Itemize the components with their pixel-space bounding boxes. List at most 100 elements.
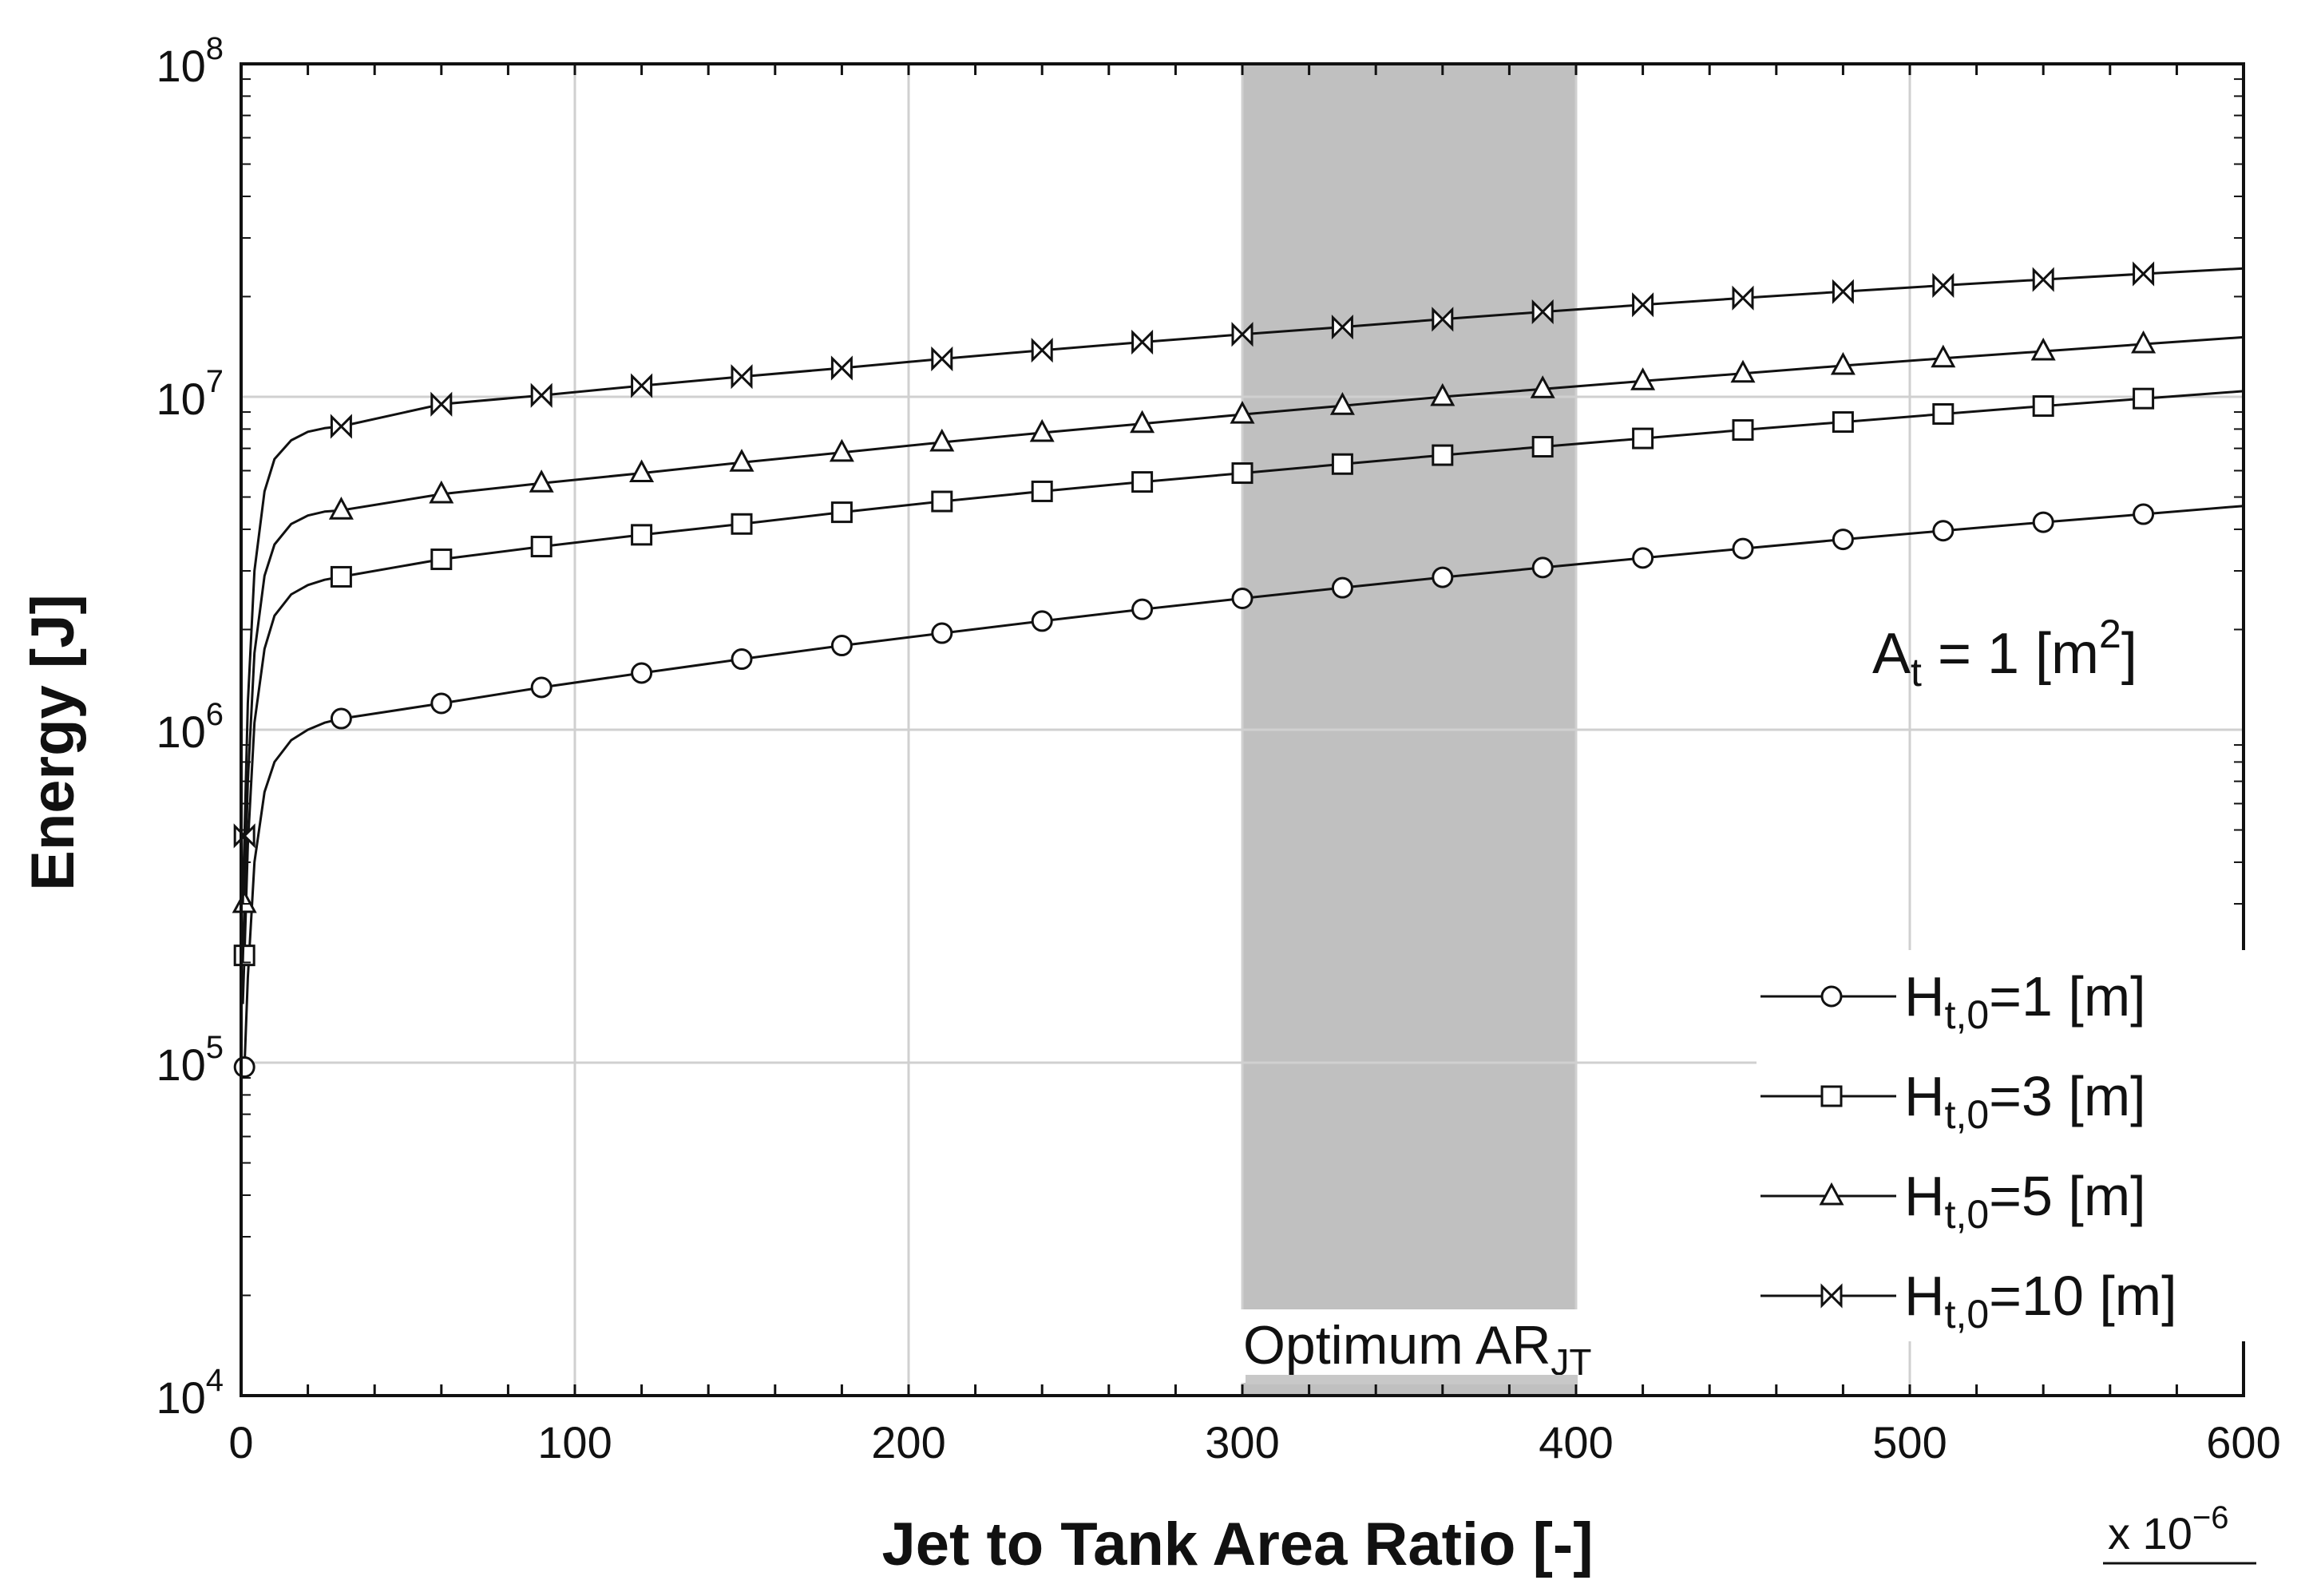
data-point bbox=[2133, 387, 2155, 410]
optimum-band-label-bg bbox=[1239, 1309, 1582, 1383]
data-point bbox=[1131, 598, 1154, 620]
data-point bbox=[931, 346, 953, 372]
x-tick-label: 500 bbox=[1872, 1417, 1947, 1467]
data-point bbox=[1029, 418, 1055, 442]
x-tick-label: 100 bbox=[537, 1417, 612, 1467]
data-point bbox=[631, 662, 653, 684]
data-point bbox=[1531, 556, 1554, 579]
legend-background bbox=[1757, 950, 2250, 1341]
data-point bbox=[429, 480, 454, 504]
data-point bbox=[1630, 367, 1656, 390]
y-axis-title: Energy [J] bbox=[19, 594, 87, 891]
data-point bbox=[1131, 471, 1154, 493]
y-tick-label: 108 bbox=[156, 31, 224, 91]
x-tick-label: 200 bbox=[871, 1417, 945, 1467]
data-point bbox=[1530, 375, 1555, 398]
data-point bbox=[232, 889, 257, 913]
legend-label: Ht,0=1 [m] bbox=[1904, 965, 2146, 1037]
data-point bbox=[629, 459, 655, 483]
legend-label: Ht,0=10 [m] bbox=[1904, 1265, 2177, 1337]
data-point bbox=[1832, 411, 1854, 434]
data-point bbox=[631, 373, 653, 398]
data-point bbox=[1231, 322, 1254, 347]
data-point bbox=[430, 549, 453, 571]
legend-marker bbox=[1820, 1283, 1843, 1309]
x-tick-label: 300 bbox=[1205, 1417, 1279, 1467]
data-point bbox=[1331, 453, 1353, 475]
data-point bbox=[1932, 520, 1955, 542]
x-axis-multiplier: x 10−6 bbox=[2108, 1500, 2228, 1558]
data-point bbox=[830, 635, 853, 657]
data-point bbox=[1632, 547, 1654, 569]
axes-layer: 0 100 200 300 400 500 600 104 105 106 107 108 bbox=[156, 31, 2280, 1467]
data-point bbox=[1832, 279, 1854, 304]
data-point bbox=[631, 524, 653, 546]
x-axis-title: Jet to Tank Area Ratio [-] bbox=[882, 1511, 1594, 1578]
data-point bbox=[1031, 610, 1053, 632]
x-tick-label: 0 bbox=[228, 1417, 253, 1467]
data-point bbox=[1230, 400, 1255, 424]
data-point bbox=[430, 692, 453, 715]
data-point bbox=[2032, 267, 2054, 292]
data-point bbox=[1231, 462, 1254, 485]
data-point bbox=[1432, 444, 1454, 466]
data-point bbox=[1632, 427, 1654, 449]
data-point bbox=[829, 438, 854, 462]
data-point bbox=[1432, 307, 1454, 332]
series-triangle bbox=[232, 330, 2244, 963]
data-point bbox=[731, 648, 753, 671]
legend-label: Ht,0=3 [m] bbox=[1904, 1065, 2146, 1137]
data-point bbox=[1331, 576, 1353, 599]
y-tick-label: 104 bbox=[156, 1363, 224, 1423]
data-point bbox=[1531, 299, 1554, 325]
data-point bbox=[1732, 285, 1754, 311]
y-tick-label: 106 bbox=[156, 697, 224, 757]
data-point bbox=[2030, 337, 2056, 361]
x-tick-label: 600 bbox=[2206, 1417, 2280, 1467]
data-point bbox=[529, 469, 554, 493]
data-point bbox=[731, 513, 753, 535]
tank-area-annotation: At = 1 [m2] bbox=[1872, 612, 2137, 695]
data-point bbox=[1430, 382, 1456, 406]
data-point bbox=[330, 414, 352, 439]
data-point bbox=[729, 449, 754, 472]
data-point bbox=[731, 364, 753, 390]
legend-label: Ht,0=5 [m] bbox=[1904, 1165, 2146, 1237]
data-point bbox=[1932, 272, 1955, 299]
data-point bbox=[929, 428, 955, 452]
data-point bbox=[2032, 395, 2054, 418]
series-bowtie bbox=[233, 261, 2244, 905]
data-point bbox=[1732, 419, 1754, 442]
data-point bbox=[931, 622, 953, 644]
data-point bbox=[530, 676, 552, 699]
data-point bbox=[1329, 392, 1355, 415]
optimum-band-label: Optimum ARJT bbox=[1243, 1315, 1592, 1383]
y-tick-label: 105 bbox=[156, 1030, 224, 1090]
data-point bbox=[2133, 261, 2155, 287]
data-point bbox=[1730, 359, 1756, 383]
data-point bbox=[1130, 410, 1155, 434]
legend: Ht,0=1 [m] Ht,0=3 [m] Ht,0=5 [m] Ht,0=10 [m… bbox=[1757, 950, 2250, 1341]
x-tick-label: 400 bbox=[1539, 1417, 1613, 1467]
data-point bbox=[1632, 292, 1654, 318]
data-point bbox=[233, 1056, 255, 1079]
data-point bbox=[1231, 588, 1254, 610]
data-point bbox=[1331, 315, 1353, 340]
data-point bbox=[430, 391, 453, 417]
y-tick-label: 107 bbox=[156, 364, 224, 424]
data-point bbox=[1732, 537, 1754, 560]
data-point bbox=[330, 707, 352, 730]
data-point bbox=[1931, 344, 1956, 368]
data-point bbox=[1432, 566, 1454, 588]
plot-frame bbox=[240, 62, 2245, 1397]
legend-marker bbox=[1819, 1182, 1844, 1206]
data-point bbox=[2032, 511, 2054, 533]
data-point bbox=[1932, 403, 1955, 426]
data-point bbox=[1531, 436, 1554, 458]
legend-marker bbox=[1820, 1085, 1843, 1107]
data-point bbox=[530, 382, 552, 408]
data-point bbox=[1830, 351, 1856, 375]
data-point bbox=[1832, 529, 1854, 551]
